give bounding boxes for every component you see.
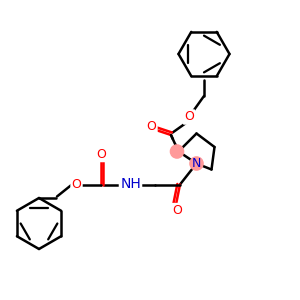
Circle shape	[170, 145, 184, 158]
Text: O: O	[72, 178, 81, 191]
Text: O: O	[184, 110, 194, 124]
Text: NH: NH	[120, 178, 141, 191]
Text: O: O	[172, 204, 182, 217]
Text: O: O	[147, 119, 156, 133]
Text: N: N	[192, 157, 201, 170]
Circle shape	[190, 157, 203, 170]
Text: O: O	[97, 148, 106, 161]
